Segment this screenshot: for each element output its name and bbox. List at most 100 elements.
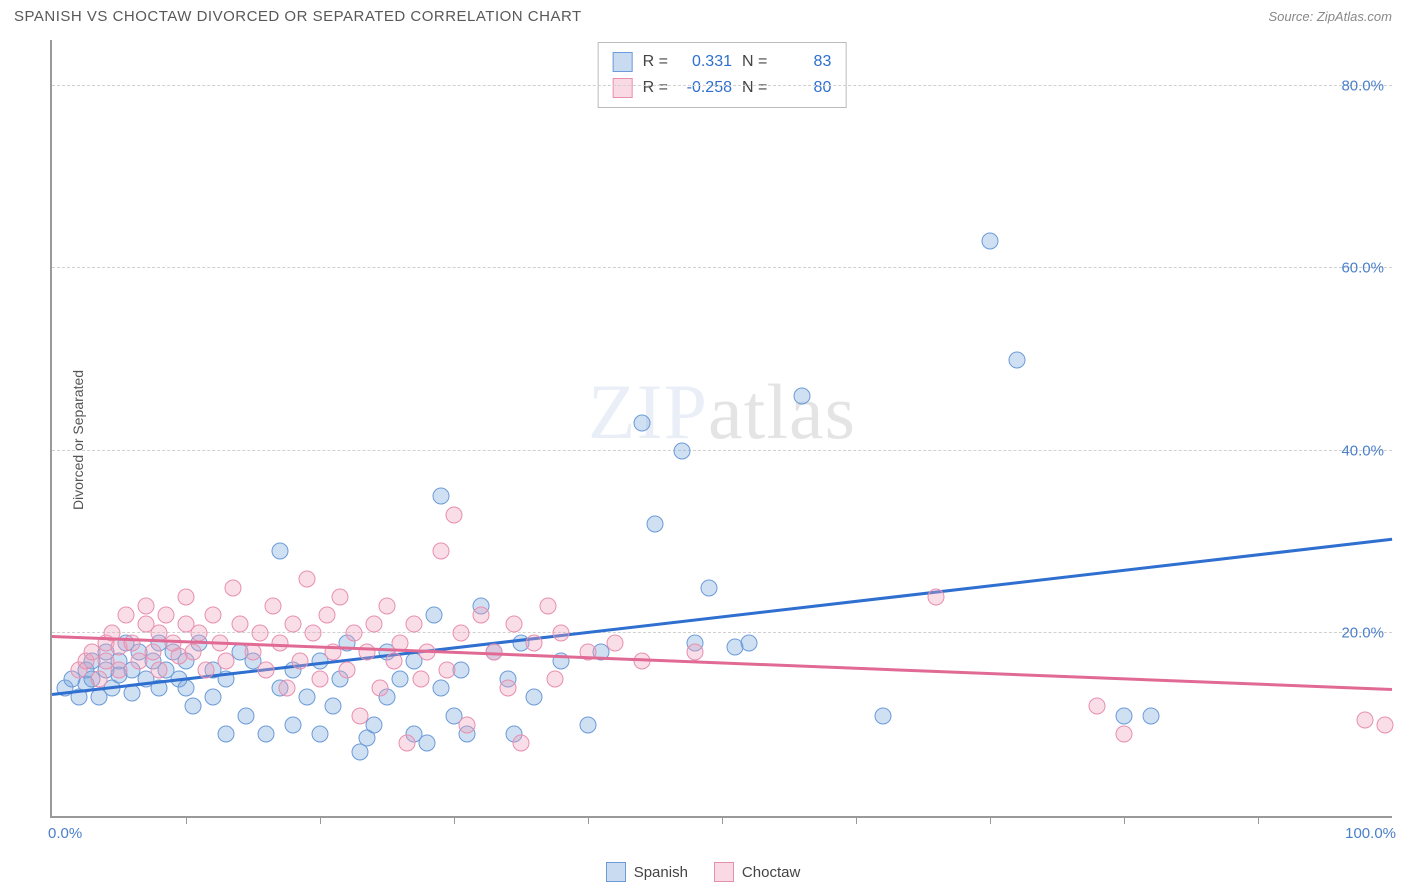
y-tick-label: 60.0% [1341, 260, 1384, 277]
data-point-spanish [432, 680, 449, 697]
data-point-choctaw [553, 625, 570, 642]
data-point-spanish [238, 707, 255, 724]
data-point-choctaw [928, 588, 945, 605]
data-point-choctaw [178, 588, 195, 605]
watermark: ZIPatlas [588, 367, 856, 457]
data-point-spanish [325, 698, 342, 715]
data-point-spanish [673, 442, 690, 459]
data-point-choctaw [1357, 712, 1374, 729]
data-point-spanish [425, 607, 442, 624]
swatch-choctaw [613, 78, 633, 98]
data-point-choctaw [251, 625, 268, 642]
legend-row-spanish: R = 0.331 N = 83 [613, 49, 832, 75]
x-tick [1258, 816, 1259, 824]
data-point-spanish [392, 671, 409, 688]
correlation-legend: R = 0.331 N = 83 R = -0.258 N = 80 [598, 42, 847, 108]
data-point-choctaw [151, 661, 168, 678]
data-point-choctaw [365, 616, 382, 633]
x-tick [722, 816, 723, 824]
data-point-spanish [178, 680, 195, 697]
data-point-choctaw [124, 634, 141, 651]
data-point-spanish [580, 716, 597, 733]
data-point-choctaw [379, 598, 396, 615]
data-point-choctaw [1116, 725, 1133, 742]
y-tick-label: 80.0% [1341, 77, 1384, 94]
data-point-spanish [285, 716, 302, 733]
data-point-spanish [258, 725, 275, 742]
data-point-choctaw [204, 607, 221, 624]
data-point-choctaw [399, 734, 416, 751]
data-point-spanish [1116, 707, 1133, 724]
data-point-spanish [312, 725, 329, 742]
legend-item-choctaw: Choctaw [714, 862, 800, 882]
data-point-choctaw [338, 661, 355, 678]
data-point-spanish [700, 579, 717, 596]
data-point-choctaw [513, 734, 530, 751]
data-point-spanish [298, 689, 315, 706]
x-tick [856, 816, 857, 824]
data-point-choctaw [278, 680, 295, 697]
data-point-choctaw [439, 661, 456, 678]
data-point-choctaw [291, 652, 308, 669]
data-point-spanish [1142, 707, 1159, 724]
data-point-choctaw [218, 652, 235, 669]
data-point-spanish [419, 734, 436, 751]
data-point-choctaw [231, 616, 248, 633]
data-point-choctaw [459, 716, 476, 733]
plot-region: ZIPatlas R = 0.331 N = 83 R = -0.258 [50, 40, 1392, 818]
data-point-spanish [794, 388, 811, 405]
data-point-choctaw [446, 506, 463, 523]
data-point-choctaw [245, 643, 262, 660]
data-point-choctaw [332, 588, 349, 605]
data-point-choctaw [285, 616, 302, 633]
x-tick [588, 816, 589, 824]
gridline-h [52, 267, 1392, 268]
data-point-choctaw [191, 625, 208, 642]
data-point-choctaw [117, 607, 134, 624]
data-point-choctaw [1089, 698, 1106, 715]
data-point-choctaw [111, 661, 128, 678]
data-point-choctaw [258, 661, 275, 678]
data-point-choctaw [224, 579, 241, 596]
x-tick [1124, 816, 1125, 824]
data-point-choctaw [526, 634, 543, 651]
data-point-choctaw [184, 643, 201, 660]
data-point-choctaw [472, 607, 489, 624]
data-point-spanish [526, 689, 543, 706]
data-point-spanish [982, 232, 999, 249]
data-point-choctaw [305, 625, 322, 642]
data-point-choctaw [157, 607, 174, 624]
y-tick-label: 40.0% [1341, 442, 1384, 459]
data-point-choctaw [271, 634, 288, 651]
trend-line-spanish [52, 538, 1392, 696]
data-point-choctaw [298, 570, 315, 587]
data-point-spanish [184, 698, 201, 715]
data-point-choctaw [385, 652, 402, 669]
data-point-spanish [633, 415, 650, 432]
data-point-spanish [647, 515, 664, 532]
y-tick-label: 20.0% [1341, 625, 1384, 642]
data-point-choctaw [265, 598, 282, 615]
data-point-choctaw [312, 671, 329, 688]
data-point-choctaw [1377, 716, 1394, 733]
data-point-choctaw [90, 671, 107, 688]
x-tick [320, 816, 321, 824]
swatch-spanish [613, 52, 633, 72]
data-point-choctaw [198, 661, 215, 678]
data-point-spanish [740, 634, 757, 651]
data-point-spanish [432, 488, 449, 505]
data-point-choctaw [345, 625, 362, 642]
swatch-choctaw [714, 862, 734, 882]
gridline-h [52, 85, 1392, 86]
data-point-spanish [271, 543, 288, 560]
data-point-choctaw [546, 671, 563, 688]
data-point-spanish [218, 725, 235, 742]
chart-header: SPANISH VS CHOCTAW DIVORCED OR SEPARATED… [0, 0, 1406, 31]
swatch-spanish [606, 862, 626, 882]
data-point-choctaw [499, 680, 516, 697]
data-point-spanish [874, 707, 891, 724]
data-point-choctaw [506, 616, 523, 633]
data-point-choctaw [318, 607, 335, 624]
chart-area: Divorced or Separated ZIPatlas R = 0.331… [14, 40, 1392, 840]
chart-title: SPANISH VS CHOCTAW DIVORCED OR SEPARATED… [14, 8, 582, 25]
